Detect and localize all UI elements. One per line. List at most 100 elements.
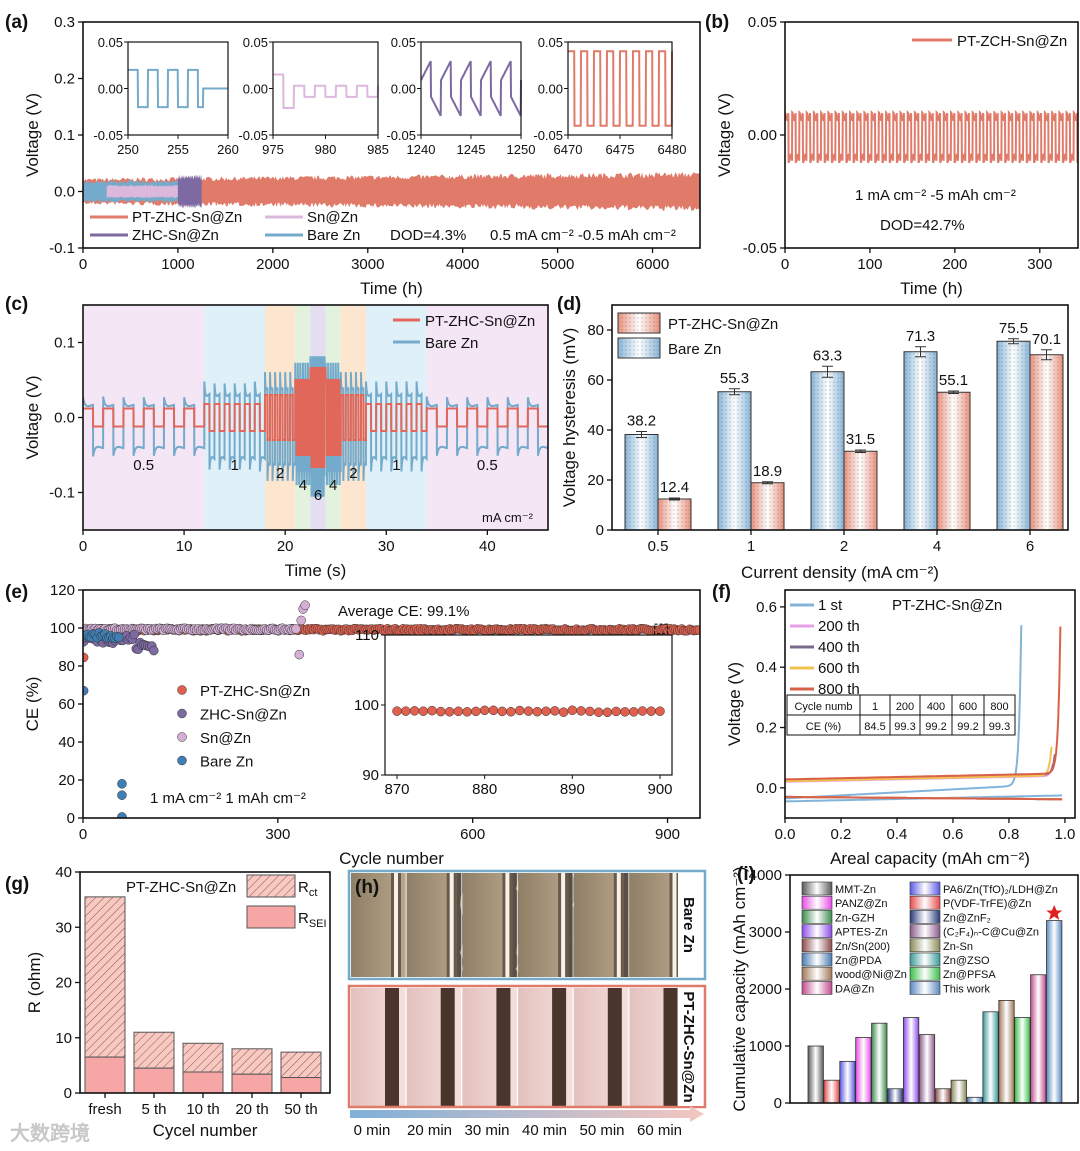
bar-texture <box>1030 354 1063 530</box>
capacity-bar <box>839 1060 856 1104</box>
plot-area <box>83 305 548 530</box>
bar-segment-rct <box>231 1048 273 1075</box>
inset-x-tick-label: 6470 <box>554 142 583 157</box>
curve-200th <box>785 764 1063 801</box>
legend-label: PT-ZHC-Sn@Zn <box>200 683 310 700</box>
ce-point <box>436 706 446 717</box>
y-axis-title: Cumulative capacity (mAh cm⁻²) <box>730 866 749 1111</box>
electrode-edge <box>552 988 567 1106</box>
inset-voltage-line <box>420 60 522 117</box>
inset-x-tick-label: 985 <box>367 142 389 157</box>
bar-pt-zhc-sn-zn: 31.5 <box>843 431 878 531</box>
inset-x-tick-label: 1245 <box>457 142 486 157</box>
y-tick-label: 10 <box>55 1030 72 1047</box>
table-header-cell: 1 <box>872 701 878 713</box>
current-label: 0.5 <box>133 457 154 474</box>
x-axis-title: Current density (mA cm⁻²) <box>741 563 939 582</box>
table-header-cell: 200 <box>896 701 914 713</box>
y-tick-label: 2000 <box>749 981 782 998</box>
panel-label: (g) <box>5 874 29 895</box>
legend-label: PA6/Zn(TfO)₂/LDH@Zn <box>943 884 1058 896</box>
legend-swatch <box>909 910 941 924</box>
x-tick-label: 20 th <box>235 1101 268 1118</box>
legend-swatch <box>909 881 941 896</box>
bar-texture <box>904 351 937 530</box>
x-tick-label: 4 <box>933 538 941 555</box>
inset-x-tick-label: 890 <box>560 781 585 798</box>
y-tick-label: 0 <box>64 1085 72 1102</box>
bar-value-label: 75.5 <box>999 320 1028 337</box>
legend-symbol: R <box>298 910 309 927</box>
voltage-band-zhc-sn-zn <box>177 174 202 209</box>
y-tick-label: 0.0 <box>756 780 777 797</box>
stacked-bar <box>280 1051 322 1094</box>
capacity-bar <box>966 1096 983 1104</box>
label-strip <box>678 988 703 1106</box>
plot-area <box>785 625 1063 803</box>
table-header-cell: 800 <box>990 701 1008 713</box>
x-tick-label: 5000 <box>541 256 574 273</box>
panel-label: (e) <box>5 582 28 603</box>
inset-x-tick-label: 250 <box>117 142 139 157</box>
legend-swatch <box>909 966 941 981</box>
plot-frame <box>784 589 1076 819</box>
x-tick-label: 0 <box>781 256 789 273</box>
x-tick-label: 0.4 <box>887 826 908 843</box>
legend-label: Sn@Zn <box>307 209 358 226</box>
legend-label: Zn@PDA <box>835 955 882 967</box>
ce-point <box>177 685 187 695</box>
voltage-line <box>785 109 1078 164</box>
plot-frame <box>611 304 1069 531</box>
bar-pt-zhc-sn-zn: 55.1 <box>936 372 971 531</box>
legend-swatch <box>801 938 833 953</box>
y-tick-label: 0.05 <box>748 14 777 31</box>
y-tick-label: 0.6 <box>756 599 777 616</box>
legend-label: RSEI <box>298 910 327 930</box>
ce-point <box>177 755 187 766</box>
electrode-edge-highlight <box>449 873 454 977</box>
bar-value-label: 70.1 <box>1032 331 1061 348</box>
error-bar <box>915 346 926 358</box>
legend-label: (C₂F₄)ₙ-C@Cu@Zn <box>943 927 1039 939</box>
legend-label: MMT-Zn <box>835 884 876 896</box>
ce-point <box>523 706 534 716</box>
legend-label: ZHC-Sn@Zn <box>132 227 219 244</box>
y-axis-title: R (ohm) <box>25 952 44 1013</box>
ce-point <box>418 706 429 716</box>
micrograph-pt-zhc-sn-zn <box>518 988 574 1106</box>
ce-point <box>514 705 525 716</box>
panel-e: 0 300 600 900 0 20 40 60 80 100 120 Cycle number CE … <box>5 582 701 868</box>
legend-swatch <box>246 905 296 929</box>
bar-texture <box>625 434 658 530</box>
current-label: 0.5 <box>477 457 498 474</box>
voltage-band-sn-zn <box>106 184 178 199</box>
micrograph-bare-zn <box>573 873 640 977</box>
stacked-bar <box>231 1048 273 1094</box>
capacity-bar <box>918 1034 936 1104</box>
y-tick-label: 30 <box>55 919 72 936</box>
bar-texture <box>811 371 844 530</box>
electrode-edge <box>440 988 455 1106</box>
ce-point <box>611 706 621 717</box>
voltage-line-pt-zhc-sn-zn <box>83 367 548 468</box>
ce-point <box>585 706 595 717</box>
x-tick-label: fresh <box>88 1101 121 1118</box>
x-tick-label: 300 <box>265 826 290 843</box>
x-axis-title: Time (h) <box>360 279 423 298</box>
x-tick-label: 0.2 <box>831 826 852 843</box>
inset-frame <box>384 634 673 776</box>
y-axis-title: CE (%) <box>23 677 42 732</box>
bar-value-label: 12.4 <box>660 479 689 496</box>
table-header-cell: Cycle numb <box>794 701 852 713</box>
plot-frame <box>79 871 331 1094</box>
ce-point <box>427 705 437 716</box>
dod-annotation: DOD=42.7% <box>880 217 965 234</box>
time-arrow <box>350 1106 704 1122</box>
legend-swatch <box>909 938 941 953</box>
legend-swatch <box>246 874 296 898</box>
capacity-bar <box>950 1079 967 1104</box>
inset-y-tick-label: 110 <box>355 627 379 644</box>
y-tick-label: 80 <box>587 322 604 339</box>
capacity-bar <box>982 1011 999 1104</box>
inset-x-tick-label: 980 <box>315 142 337 157</box>
